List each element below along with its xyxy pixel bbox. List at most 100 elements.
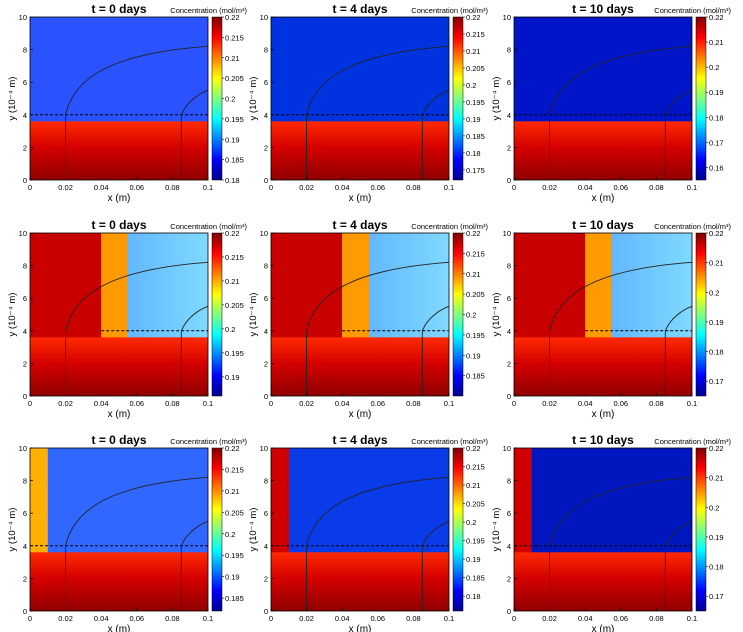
colorbar-tick-label: 0.21 bbox=[225, 277, 240, 286]
x-tick-label: 0.1 bbox=[687, 614, 697, 623]
y-tick-label: 8 bbox=[507, 46, 511, 55]
y-tick-label: 6 bbox=[23, 78, 27, 87]
colorbar-tick-label: 0.19 bbox=[466, 115, 481, 124]
y-tick-label: 10 bbox=[260, 13, 268, 22]
colorbar-tick-label: 0.205 bbox=[466, 290, 485, 299]
x-tick-label: 0.04 bbox=[578, 614, 593, 623]
colorbar-tick-label: 0.22 bbox=[225, 13, 240, 22]
colorbar-tick-label: 0.19 bbox=[466, 351, 481, 360]
y-tick-label: 4 bbox=[264, 542, 268, 551]
x-tick-label: 0.06 bbox=[370, 183, 385, 192]
subplot: t = 4 days 0 0.02 0.04 0.06 0.08 0.1 x (m) 0 2 4 6 8… bbox=[248, 433, 488, 632]
y-tick-label: 6 bbox=[507, 294, 511, 303]
axes-frame bbox=[29, 447, 209, 612]
x-axis-label: x (m) bbox=[349, 193, 372, 204]
x-tick-label: 0.02 bbox=[58, 183, 73, 192]
subplot-title: t = 10 days bbox=[572, 218, 634, 232]
x-tick-label: 0 bbox=[28, 183, 32, 192]
x-tick-label: 0.06 bbox=[613, 614, 628, 623]
x-tick-label: 0.06 bbox=[370, 614, 385, 623]
x-tick-label: 0.04 bbox=[578, 399, 593, 408]
axes-frame bbox=[513, 232, 693, 397]
boundary-curve bbox=[306, 45, 450, 180]
boundary-curve bbox=[65, 261, 209, 396]
x-tick-label: 0.1 bbox=[687, 399, 697, 408]
colorbar-tick-label: 0.195 bbox=[225, 115, 244, 124]
y-tick-label: 8 bbox=[507, 477, 511, 486]
x-tick-label: 0.04 bbox=[94, 614, 109, 623]
x-tick-label: 0.06 bbox=[613, 399, 628, 408]
colorbar-title: Concentration (mol/m³) bbox=[411, 437, 488, 446]
x-tick-label: 0.08 bbox=[165, 183, 180, 192]
boundary-curve bbox=[65, 45, 209, 180]
colorbar bbox=[452, 447, 464, 612]
boundary-curve bbox=[306, 476, 450, 611]
subplot-title: t = 4 days bbox=[332, 218, 387, 232]
colorbar-tick-label: 0.205 bbox=[225, 301, 244, 310]
y-tick-label: 4 bbox=[507, 327, 511, 336]
x-tick-label: 0.08 bbox=[406, 183, 421, 192]
x-tick-label: 0 bbox=[269, 183, 273, 192]
colorbar-tick-label: 0.17 bbox=[709, 592, 724, 601]
colorbar-tick-label: 0.17 bbox=[709, 138, 724, 147]
boundary-curve bbox=[421, 89, 450, 180]
y-tick-label: 10 bbox=[503, 229, 511, 238]
substrate-layer bbox=[30, 121, 208, 180]
y-tick-label: 4 bbox=[507, 542, 511, 551]
y-tick-label: 10 bbox=[19, 444, 27, 453]
boundary-curve bbox=[306, 261, 450, 396]
colorbar-tick-label: 0.18 bbox=[466, 592, 481, 601]
colorbar-tick-label: 0.21 bbox=[709, 38, 724, 47]
colorbar-tick-label: 0.2 bbox=[709, 63, 719, 72]
colorbar bbox=[695, 232, 707, 397]
substrate-layer bbox=[30, 552, 208, 611]
x-tick-label: 0.02 bbox=[542, 183, 557, 192]
x-tick-label: 0 bbox=[512, 614, 516, 623]
colorbar-tick-label: 0.185 bbox=[225, 594, 244, 603]
axes-frame bbox=[270, 16, 450, 181]
y-tick-label: 8 bbox=[23, 477, 27, 486]
x-tick-label: 0.06 bbox=[129, 399, 144, 408]
x-tick-label: 0.08 bbox=[649, 614, 664, 623]
x-tick-label: 0.1 bbox=[444, 614, 454, 623]
y-axis-label: y (10⁻⁴ m) bbox=[7, 508, 18, 552]
colorbar-tick-label: 0.215 bbox=[466, 30, 485, 39]
substrate-layer bbox=[514, 121, 692, 180]
inlet-region bbox=[30, 448, 48, 579]
substrate-layer bbox=[514, 552, 692, 611]
x-tick-label: 0.04 bbox=[94, 399, 109, 408]
colorbar-tick-label: 0.215 bbox=[225, 253, 244, 262]
x-tick-label: 0 bbox=[269, 614, 273, 623]
y-tick-label: 8 bbox=[507, 262, 511, 271]
x-tick-label: 0.1 bbox=[444, 399, 454, 408]
colorbar-tick-label: 0.22 bbox=[466, 444, 481, 453]
x-tick-label: 0.04 bbox=[335, 183, 350, 192]
x-tick-label: 0.06 bbox=[613, 183, 628, 192]
colorbar-tick-label: 0.205 bbox=[225, 508, 244, 517]
colorbar-tick-label: 0.185 bbox=[225, 156, 244, 165]
subplot: t = 4 days 0 0.02 0.04 0.06 0.08 0.1 x (m) 0 2 4 6 8… bbox=[248, 2, 488, 204]
boundary-curve bbox=[180, 520, 209, 611]
y-tick-label: 2 bbox=[507, 359, 511, 368]
subplot-title: t = 0 days bbox=[91, 218, 146, 232]
y-axis-label: y (10⁻⁴ m) bbox=[491, 508, 502, 552]
boundary-curve bbox=[549, 476, 693, 611]
y-tick-label: 0 bbox=[264, 607, 268, 616]
y-tick-label: 2 bbox=[264, 359, 268, 368]
subplot: t = 0 days 0 0.02 0.04 0.06 0.08 0.1 x (m) 0 2 4 6 8… bbox=[7, 2, 247, 204]
x-tick-label: 0.08 bbox=[165, 614, 180, 623]
subplot: t = 10 days 0 0.02 0.04 0.06 0.08 0.1 x (m) 0 2 4 6… bbox=[491, 2, 731, 204]
colorbar-title: Concentration (mol/m³) bbox=[170, 6, 247, 15]
x-tick-label: 0.02 bbox=[542, 614, 557, 623]
colorbar bbox=[211, 232, 223, 397]
boundary-curve bbox=[664, 305, 693, 396]
subplot-title: t = 10 days bbox=[572, 433, 634, 447]
x-axis-label: x (m) bbox=[592, 409, 615, 420]
subplot-title: t = 4 days bbox=[332, 2, 387, 16]
x-tick-label: 0.1 bbox=[203, 614, 213, 623]
colorbar-tick-label: 0.195 bbox=[225, 551, 244, 560]
x-tick-label: 0.04 bbox=[335, 399, 350, 408]
y-tick-label: 2 bbox=[264, 143, 268, 152]
y-tick-label: 6 bbox=[264, 509, 268, 518]
